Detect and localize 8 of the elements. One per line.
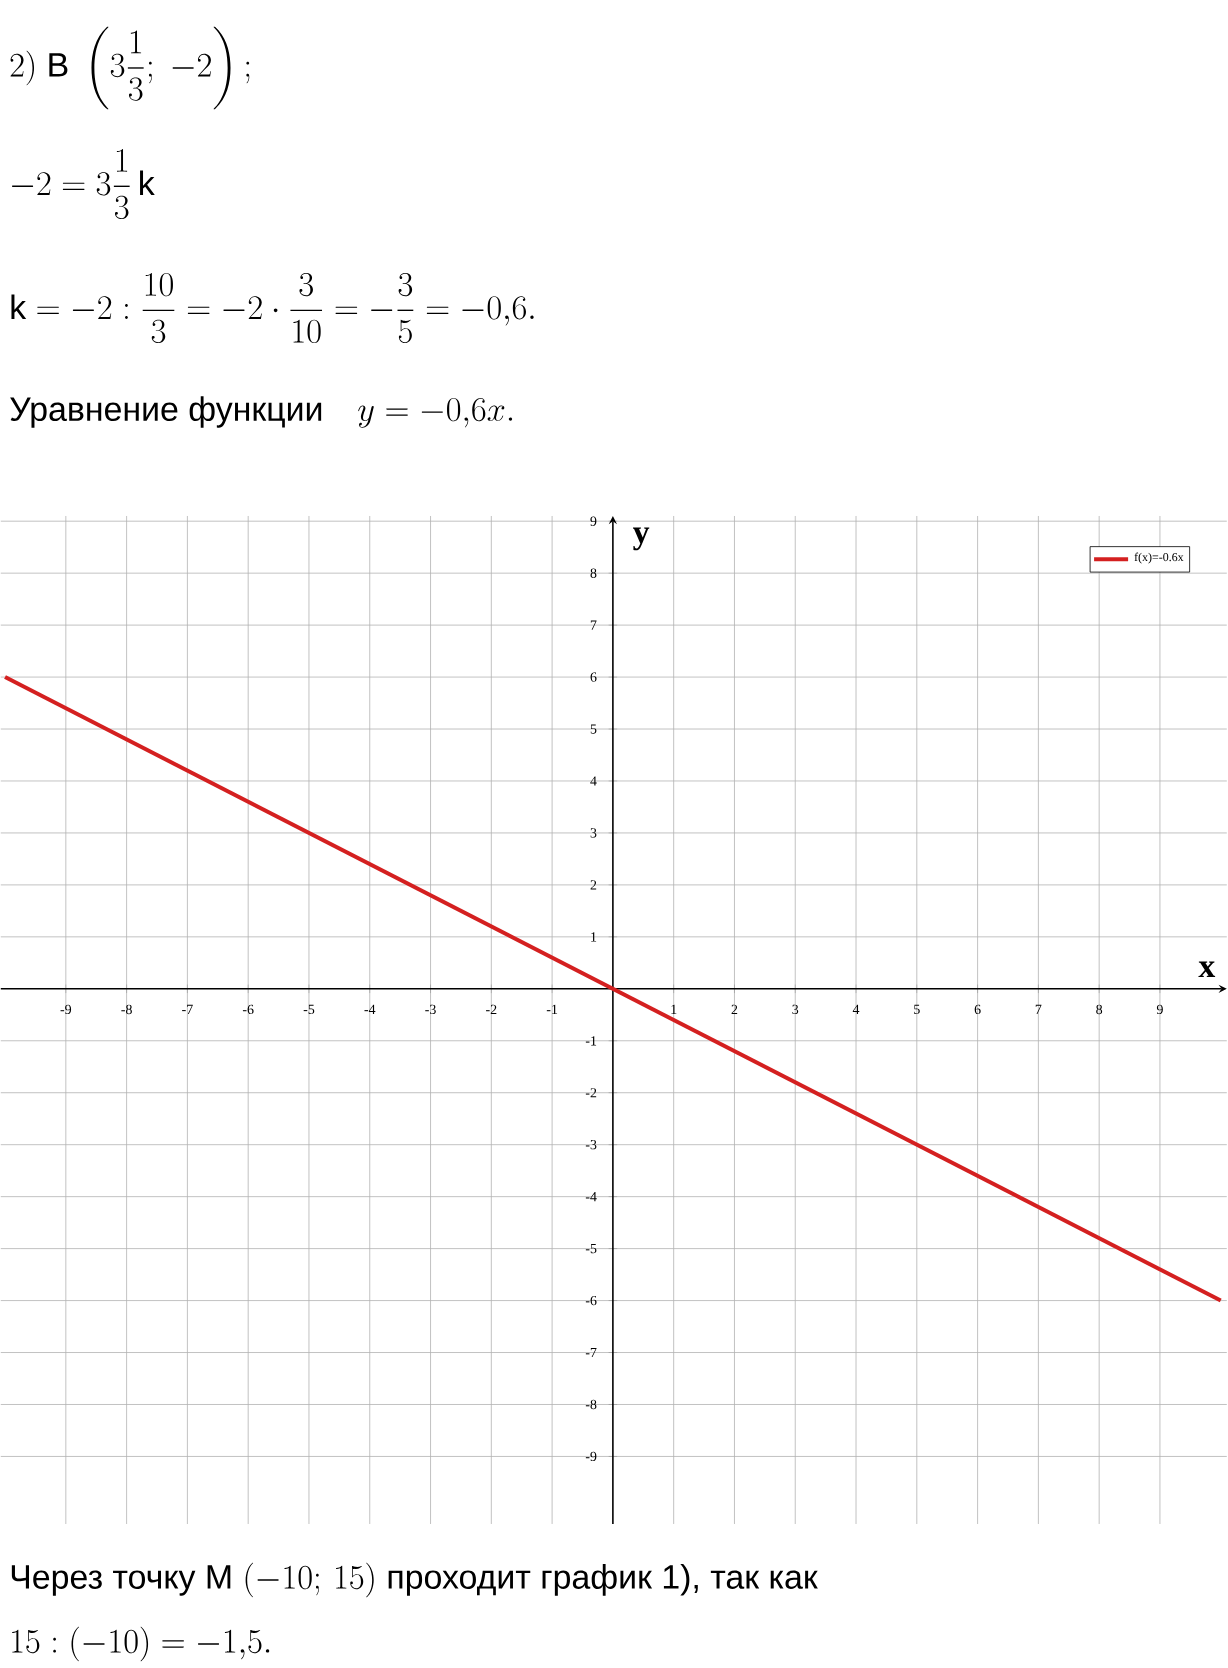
text: $2)\ \text{В}\ \left(3\dfrac{1}{3};\ -2\right);$ bbox=[10, 26, 250, 110]
x-axis-title: x bbox=[1198, 961, 1216, 978]
text: $15:(-10)=-1{,}5.$ bbox=[12, 1626, 270, 1662]
text: $\text{Уравнение функции}\quad y=-0{,}6x.$ bbox=[10, 396, 513, 428]
text: $\text{k}=-2:\dfrac{10}{3}=-2\cdot\dfrac{3}{10}=-\dfrac{3}{5}=-0{,}6.$ bbox=[11, 272, 534, 344]
y-axis-title: y bbox=[633, 527, 650, 551]
text: $\text{Через точку M}\ (-10;\,15)\ \text{проходит график 1), так как}$ bbox=[12, 1562, 819, 1598]
text: $-2=3\dfrac{1}{3}\,\text{k}$ bbox=[12, 148, 155, 220]
